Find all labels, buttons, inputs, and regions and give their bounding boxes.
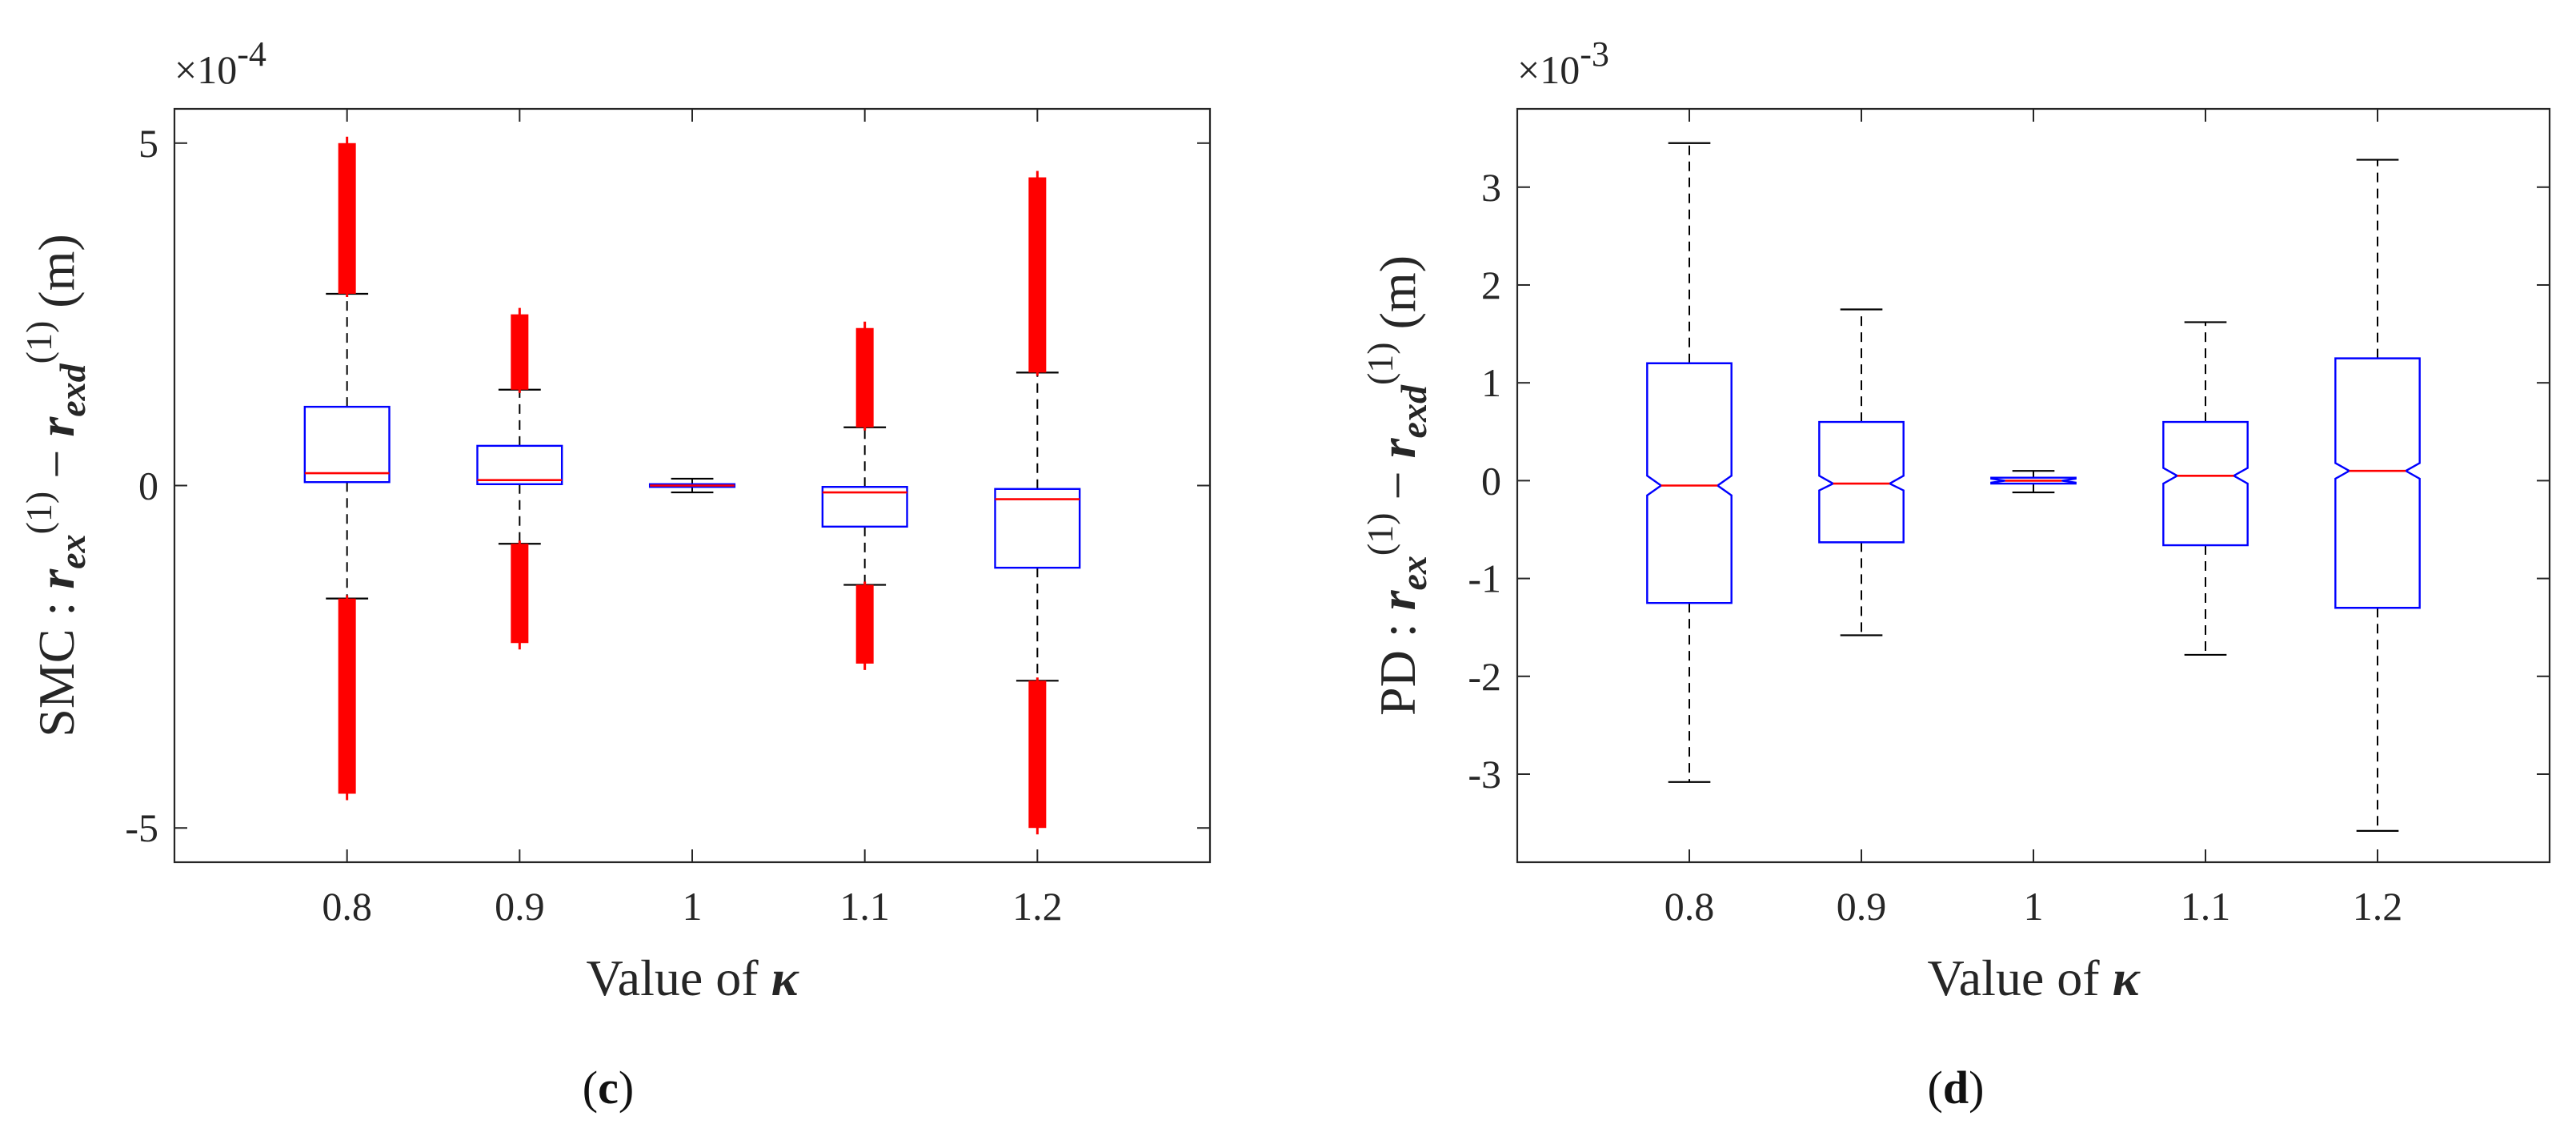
x-tick-label: 0.9	[1837, 884, 1887, 929]
exponent-power: -3	[1580, 34, 1609, 74]
y-label-var2: r	[1369, 437, 1426, 458]
x-label-text: Value of	[1928, 949, 2113, 1006]
y-axis-label: SMC : rex(1) − rexd(1) (m)	[18, 234, 93, 737]
y-label-prefix: PD :	[1369, 610, 1426, 716]
y-tick-label: 1	[1481, 360, 1501, 405]
caption-open: (	[1928, 1062, 1943, 1114]
caption-open: (	[583, 1062, 598, 1114]
x-tick-label: 1.1	[839, 884, 890, 929]
y-tick-label: -1	[1468, 556, 1501, 601]
exponent-base: ×10	[1517, 47, 1580, 92]
caption-close: )	[1969, 1062, 1984, 1114]
y-label-unit: (m)	[28, 234, 85, 320]
y-tick-label: 3	[1481, 165, 1501, 210]
x-tick-label: 0.8	[1665, 884, 1715, 929]
x-axis-label: Value of κ	[587, 949, 800, 1006]
box	[476, 444, 563, 485]
x-tick-label: 0.8	[322, 884, 372, 929]
y-tick-label: -3	[1468, 752, 1501, 797]
caption-letter: c	[598, 1062, 619, 1114]
caption-letter: d	[1943, 1062, 1969, 1114]
y-axis-label: PD : rex(1) − rexd(1) (m)	[1360, 255, 1434, 716]
x-tick-label: 0.9	[495, 884, 545, 929]
y-label-var1: r	[28, 568, 85, 589]
x-tick-label: 1.1	[2181, 884, 2231, 929]
x-tick-label: 1.2	[2353, 884, 2403, 929]
y-label-sup1: (1)	[1360, 512, 1400, 556]
y-label-sup2: (1)	[1360, 342, 1400, 385]
y-label-minus: −	[28, 437, 85, 492]
y-tick-label: 0	[138, 464, 158, 508]
caption-close: )	[619, 1062, 634, 1114]
x-label-text: Value of	[587, 949, 771, 1006]
y-tick-label: -2	[1468, 654, 1501, 699]
y-label-sub2: exd	[1393, 384, 1434, 438]
x-tick-label: 1	[2024, 884, 2044, 929]
exponent-base: ×10	[174, 47, 237, 92]
axis-exponent: ×10-3	[1517, 34, 1609, 92]
x-tick-label: 1.2	[1012, 884, 1063, 929]
exponent-power: -4	[237, 34, 266, 74]
x-label-symbol: κ	[771, 949, 800, 1006]
box	[303, 405, 391, 484]
box	[1818, 420, 1905, 544]
y-label-sup2: (1)	[18, 321, 59, 364]
y-label-sub1: ex	[1393, 556, 1434, 590]
y-label-var2: r	[28, 416, 85, 437]
box	[821, 486, 908, 528]
y-tick-label: -5	[125, 805, 158, 850]
x-label-symbol: κ	[2113, 949, 2141, 1006]
y-label-sub1: ex	[52, 534, 93, 568]
panel-caption: (d)	[1928, 1062, 1985, 1114]
y-label-minus: −	[1369, 458, 1426, 512]
box	[1990, 476, 2077, 485]
y-tick-label: 5	[138, 121, 158, 166]
box	[2162, 420, 2249, 547]
y-label-var1: r	[1369, 589, 1426, 610]
y-label-sup1: (1)	[18, 492, 59, 535]
box	[1646, 362, 1733, 604]
y-label-prefix: SMC :	[28, 589, 85, 737]
y-tick-label: 0	[1481, 458, 1501, 503]
panel-caption: (c)	[583, 1062, 634, 1114]
y-tick-label: 2	[1481, 263, 1501, 307]
box	[994, 488, 1081, 569]
box	[2334, 357, 2421, 609]
x-tick-label: 1	[683, 884, 703, 929]
y-label-sub2: exd	[52, 363, 93, 416]
axis-exponent: ×10-4	[174, 34, 266, 92]
x-axis-label: Value of κ	[1928, 949, 2141, 1006]
y-label-unit: (m)	[1369, 255, 1426, 342]
